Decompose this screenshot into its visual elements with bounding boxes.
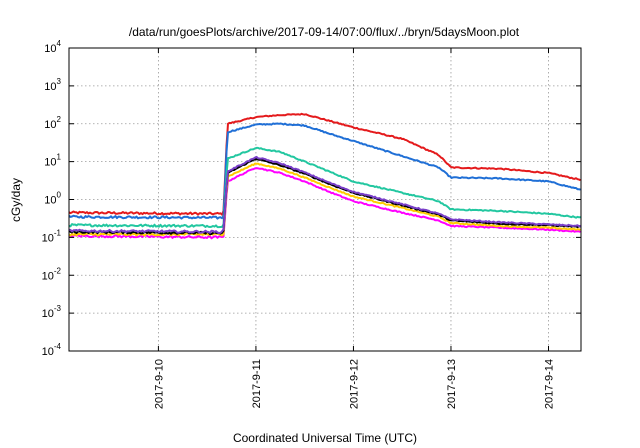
chart-title: /data/run/goesPlots/archive/2017-09-14/0… xyxy=(129,25,520,39)
y-tick-label: 10-2 xyxy=(42,266,62,282)
series-layer xyxy=(68,112,581,240)
x-tick-label: 2017-9-10 xyxy=(153,359,165,409)
x-ticks: 2017-9-10 2017-9-11 2017-9-12 2017-9-13 2017… xyxy=(153,48,555,409)
series-line-3 xyxy=(68,146,581,229)
series-line-7 xyxy=(68,155,581,234)
y-tick-label: 101 xyxy=(44,153,61,169)
y-tick-label: 102 xyxy=(44,115,61,131)
series-line-5 xyxy=(68,162,581,237)
y-tick-label: 10-3 xyxy=(42,304,62,320)
y-tick-label: 10-1 xyxy=(42,228,62,244)
y-tick-label: 100 xyxy=(44,191,61,207)
series-line-1 xyxy=(68,112,581,216)
series-line-4 xyxy=(68,167,581,240)
y-ticks: 104 103 102 101 100 10-1 10-2 10-3 10-4 xyxy=(42,39,581,358)
x-axis-label: Coordinated Universal Time (UTC) xyxy=(233,431,417,445)
x-tick-label: 2017-9-12 xyxy=(348,359,360,409)
grid xyxy=(69,48,581,351)
series-line-2 xyxy=(68,122,581,220)
y-tick-label: 104 xyxy=(44,39,61,55)
y-axis-label: cGy/day xyxy=(9,178,23,222)
x-tick-label: 2017-9-13 xyxy=(446,359,458,409)
y-tick-label: 103 xyxy=(44,77,61,93)
y-tick-label: 10-4 xyxy=(42,342,62,358)
x-tick-label: 2017-9-14 xyxy=(543,359,555,409)
x-tick-label: 2017-9-11 xyxy=(251,359,263,408)
